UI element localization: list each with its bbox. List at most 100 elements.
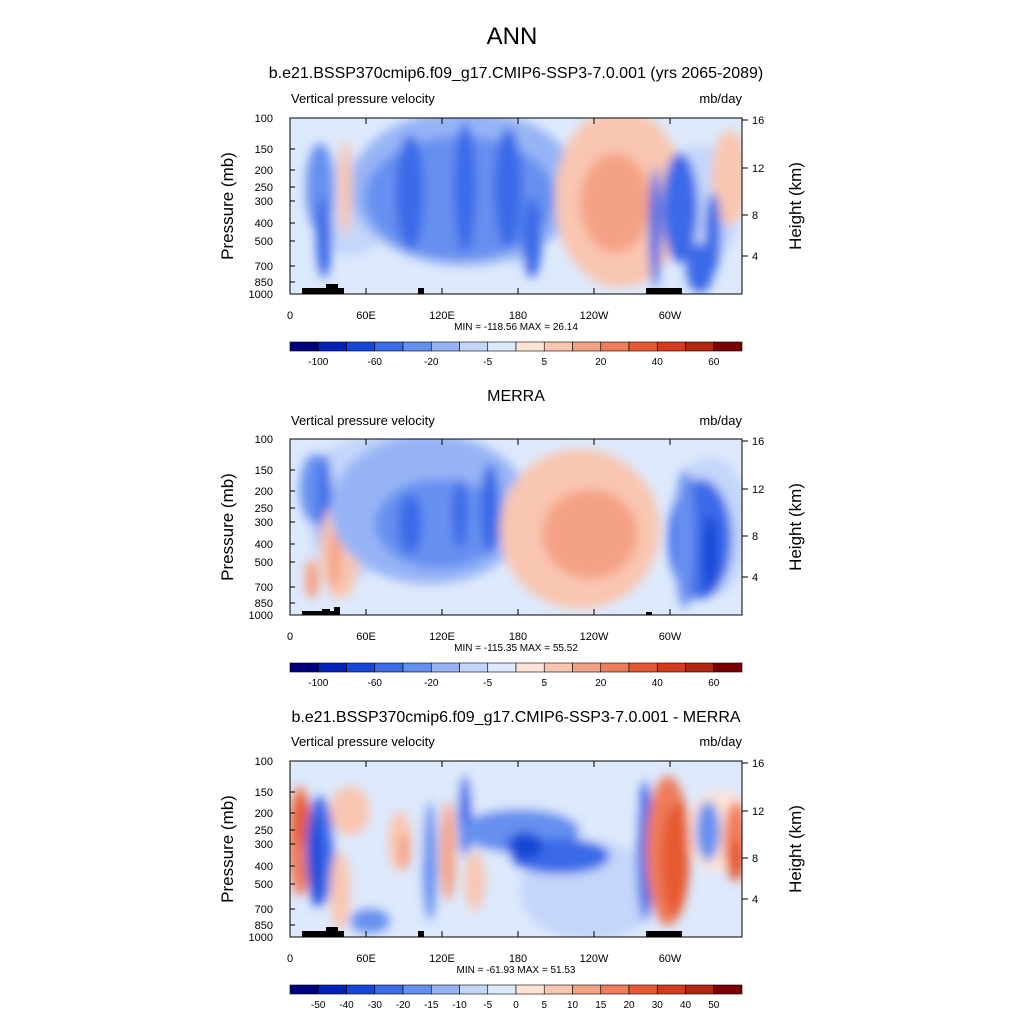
colorbar-label: 20	[595, 678, 607, 689]
variable-label: Vertical pressure velocity	[291, 734, 435, 749]
contour-region	[329, 529, 341, 589]
colorbar-swatch	[572, 984, 602, 995]
colorbar-swatch	[515, 984, 545, 995]
colorbar-label: 40	[652, 678, 664, 689]
y-tick-label: 500	[255, 879, 273, 891]
contour-region	[662, 153, 698, 263]
y-tick-label: 200	[255, 808, 273, 820]
min-max-stats: MIN = -118.56 MAX = 26.14	[454, 322, 578, 333]
orography	[418, 931, 424, 937]
y-right-tick-label: 16	[752, 115, 764, 127]
colorbar-swatch	[430, 341, 460, 352]
x-tick-label: 120E	[429, 310, 455, 322]
contour-region	[330, 851, 350, 931]
colorbar-label: 30	[652, 1000, 664, 1011]
colorbar-label: -20	[424, 678, 439, 689]
colorbar-swatch	[656, 662, 686, 673]
colorbar: -100 -60 -20 -5 5 20 40 60	[289, 341, 743, 368]
y-tick-label: 150	[255, 787, 273, 799]
colorbar-label: 0	[513, 1000, 519, 1011]
colorbar-swatch	[572, 662, 602, 673]
contour-region	[465, 851, 485, 911]
colorbar-label: 5	[541, 1000, 547, 1011]
contour-region	[542, 489, 638, 579]
y-tick-label: 100	[255, 756, 273, 768]
contour-region	[507, 832, 543, 860]
colorbar-swatch	[317, 662, 347, 673]
colorbar-swatch	[628, 984, 658, 995]
x-tick-label: 60W	[659, 631, 682, 643]
y-right-tick-label: 8	[752, 853, 758, 865]
contour-region	[649, 168, 661, 288]
contour-region	[705, 193, 721, 273]
variable-label: Vertical pressure velocity	[291, 413, 435, 428]
colorbar-swatch	[543, 341, 573, 352]
colorbar-label: 5	[541, 357, 547, 368]
y-right-tick-label: 16	[752, 758, 764, 770]
colorbar-swatch	[600, 341, 630, 352]
orography	[646, 288, 682, 294]
min-max-stats: MIN = -61.93 MAX = 51.53	[457, 965, 576, 976]
y-tick-label: 100	[255, 434, 273, 446]
contour-region	[676, 801, 688, 841]
min-max-stats: MIN = -115.35 MAX = 55.52	[454, 643, 578, 654]
orography	[326, 927, 338, 937]
orography	[326, 284, 338, 294]
colorbar-swatch	[289, 984, 319, 995]
orography	[302, 611, 338, 615]
y-right-tick-label: 8	[752, 531, 758, 543]
figure-title: ANN	[487, 23, 538, 50]
plot-frame	[289, 438, 743, 616]
contour-region	[452, 479, 468, 549]
x-tick-label: 60E	[356, 953, 376, 965]
contour-field	[290, 761, 742, 937]
plot-frame	[289, 117, 743, 295]
y-right-tick-label: 4	[752, 894, 758, 906]
colorbar-label: 40	[680, 1000, 692, 1011]
units-label: mb/day	[699, 734, 742, 749]
colorbar-swatch	[487, 341, 517, 352]
colorbar-label: 15	[595, 1000, 607, 1011]
y-axis-title: Pressure (mb)	[218, 473, 237, 581]
y-tick-label: 1000	[249, 610, 273, 622]
x-tick-label: 60E	[356, 631, 376, 643]
x-tick-label: 180	[509, 953, 527, 965]
y-tick-label: 300	[255, 839, 273, 851]
colorbar-swatch	[346, 341, 376, 352]
contour-region	[396, 135, 424, 251]
units-label: mb/day	[699, 91, 742, 106]
colorbar-swatch	[459, 341, 489, 352]
colorbar-swatch	[289, 341, 319, 352]
colorbar-swatch	[515, 662, 545, 673]
x-tick-label: 0	[287, 953, 293, 965]
colorbar-label: -40	[339, 1000, 354, 1011]
contour-region	[675, 469, 695, 609]
colorbar-swatch	[459, 662, 489, 673]
colorbar-swatch	[402, 341, 432, 352]
colorbar-swatch	[402, 662, 432, 673]
contour-region	[458, 776, 472, 856]
contour-region	[423, 801, 437, 921]
colorbar-swatch	[600, 662, 630, 673]
colorbar-label: 40	[652, 357, 664, 368]
colorbar: -100 -60 -20 -5 5 20 40 60	[289, 662, 743, 689]
x-tick-label: 0	[287, 310, 293, 322]
contour-region	[480, 464, 500, 554]
orography	[336, 288, 344, 294]
colorbar-swatch	[685, 341, 715, 352]
x-tick-label: 60W	[659, 953, 682, 965]
y-tick-label: 850	[255, 598, 273, 610]
y-tick-label: 400	[255, 539, 273, 551]
colorbar-label: -15	[424, 1000, 439, 1011]
contour-region	[696, 801, 720, 861]
colorbar-swatch	[374, 341, 404, 352]
y-right-tick-label: 12	[752, 163, 764, 175]
y-tick-label: 400	[255, 861, 273, 873]
y-tick-label: 200	[255, 165, 273, 177]
colorbar-swatch	[543, 984, 573, 995]
y-tick-label: 150	[255, 144, 273, 156]
contour-region	[522, 198, 542, 278]
colorbar-label: -20	[424, 357, 439, 368]
colorbar-swatch	[430, 662, 460, 673]
y-tick-label: 250	[255, 825, 273, 837]
